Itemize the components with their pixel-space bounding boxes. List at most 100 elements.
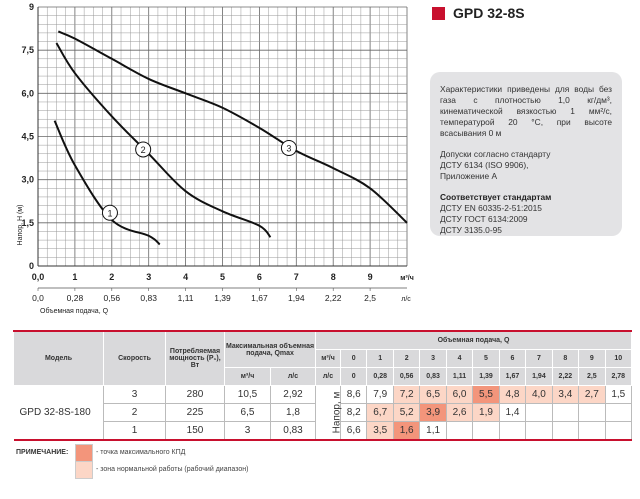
conditions-text: Характеристики приведены для воды без га… [440, 84, 612, 138]
y-tick-label: 4,5 [21, 132, 34, 142]
q-m3-header: 7 [525, 349, 553, 368]
curve-label-circle [280, 140, 297, 157]
head-value-cell [604, 421, 633, 441]
head-value-cell [472, 421, 500, 441]
head-value-cell: 5,2 [392, 403, 421, 422]
head-value-cell: 2,6 [445, 403, 474, 422]
power-cell: 150 [165, 421, 225, 441]
curve-label: 3 [286, 144, 291, 154]
tol-line: Приложение А [440, 171, 498, 181]
std-line: ДСТУ 3135.0-95 [440, 225, 502, 235]
x-tick-label: 4 [183, 272, 188, 282]
head-value-cell: 8,2 [340, 403, 368, 422]
x2-tick-label: 0,56 [104, 293, 121, 303]
head-value-cell [525, 421, 553, 441]
speed-cell: 3 [103, 385, 166, 404]
x2-tick-label: 1,11 [178, 293, 194, 303]
qmax-m3-cell: 3 [224, 421, 271, 441]
head-label: Напор, м [331, 391, 343, 434]
table-row: 2 225 6,5 1,8 8,2 6,7 5,2 3,9 2,6 1,9 1,4 [14, 403, 633, 422]
standards-text: Соответствует стандартам ДСТУ EN 60335-2-… [440, 192, 612, 236]
curve-label: 2 [141, 145, 146, 155]
tolerances-text: Допуски согласно стандарту ДСТУ 6134 (ISO… [440, 149, 612, 182]
q-m3-header: 8 [551, 349, 580, 368]
qmax-m3-cell: 6,5 [224, 403, 271, 422]
x-tick-label: 5 [220, 272, 225, 282]
q-m3-header: 1 [366, 349, 394, 368]
head-value-cell: 6,6 [340, 421, 368, 441]
info-box: Характеристики приведены для воды без га… [430, 72, 622, 236]
q-ls-header: 2,78 [604, 367, 633, 386]
head-value-cell: 4,0 [525, 385, 553, 404]
head-value-cell: 7,9 [366, 385, 394, 404]
head-label-cell: Напор, м [315, 385, 343, 441]
red-square-icon [432, 6, 445, 20]
qmax-m3-cell: 10,5 [224, 385, 271, 404]
unit-ls: л/с [315, 367, 342, 386]
head-value-cell: 6,5 [419, 385, 447, 404]
head-value-cell: 2,7 [578, 385, 606, 404]
x2-tick-label: 1,67 [251, 293, 268, 303]
q-m3-header: 10 [604, 349, 633, 368]
x-tick-label: 7 [294, 272, 299, 282]
speed-cell: 1 [103, 421, 166, 441]
table-row: GPD 32-8S-180 3 280 10,5 2,92 Напор, м 8,6 7,9 7… [13, 385, 633, 441]
note-label: ПРИМЕЧАНИЕ: [16, 449, 69, 456]
y-tick-label: 9 [29, 2, 34, 12]
head-value-cell: 3,4 [551, 385, 580, 404]
head-value-cell [551, 403, 580, 422]
head-value-cell [578, 421, 606, 441]
product-title: GPD 32-8S [432, 5, 525, 21]
head-value-cell [525, 403, 553, 422]
standards-title: Соответствует стандартам [440, 192, 552, 202]
y-axis-title: Напор, H (м) [17, 205, 24, 246]
table-row: 1 150 3 0,83 6,6 3,5 1,6 1,1 [14, 421, 633, 441]
head-value-cell: 6,7 [366, 403, 394, 422]
head-value-cell: 1,4 [498, 403, 527, 422]
x-tick-label: 9 [368, 272, 373, 282]
x-axis-title: Объемная подача, Q [40, 307, 109, 315]
curve-speed-3 [57, 30, 408, 224]
q-ls-header: 1,39 [472, 367, 500, 386]
head-value-cell [498, 421, 527, 441]
curve-speed-1 [53, 120, 161, 246]
x2-unit-label: л/с [401, 296, 411, 303]
power-cell: 280 [165, 385, 225, 404]
x-tick-label: 1 [72, 272, 77, 282]
head-value-cell: 6,0 [445, 385, 474, 404]
pump-curve-chart: 0 1,5 3,0 4,5 6,0 7,5 9 0,0 1 2 3 4 5 6 7 8 9 м³/ч 0,0 0,28… [17, 2, 414, 315]
q-ls-header: 1,67 [498, 367, 527, 386]
q-ls-header: 2,5 [578, 367, 606, 386]
x2-tick-label: 1,39 [214, 293, 231, 303]
curve-label: 1 [107, 208, 112, 218]
q-ls-header: 1,94 [525, 367, 553, 386]
head-value-cell: 3,9 [419, 403, 447, 422]
col-power: Потребляемая мощность (P₁), Вт [165, 330, 225, 386]
q-ls-header: 0 [340, 367, 368, 386]
col-model: Модель [13, 330, 104, 386]
model-cell: GPD 32-8S-180 [13, 385, 104, 441]
col-q: Объемная подача, Q [315, 330, 632, 350]
tol-line: Допуски согласно стандарту [440, 149, 551, 159]
x2-tick-label: 1,94 [288, 293, 305, 303]
q-m3-header: 6 [498, 349, 527, 368]
grid [37, 6, 408, 267]
x-tick-label: 3 [146, 272, 151, 282]
legend-max-swatch [75, 444, 93, 462]
q-m3-header: 4 [445, 349, 474, 368]
qmax-ls-cell: 0,83 [269, 421, 317, 441]
legend-zone-text: - зона нормальной работы (рабочий диапаз… [96, 466, 249, 473]
y-tick-label: 6,0 [21, 88, 34, 98]
y-tick-label: 7,5 [21, 45, 34, 55]
head-value-cell [445, 421, 474, 441]
x2-tick-label: 2,22 [325, 293, 342, 303]
head-value-cell [578, 403, 606, 422]
y-tick-label: 0 [29, 261, 34, 271]
speed-cell: 2 [103, 403, 166, 422]
head-value-cell: 1,9 [472, 403, 500, 422]
qmax-ls-cell: 1,8 [269, 403, 317, 422]
y-tick-label: 3,0 [21, 175, 34, 185]
head-value-cell: 1,5 [604, 385, 633, 404]
x-tick-label: 6 [257, 272, 262, 282]
x-tick-label: 8 [331, 272, 336, 282]
